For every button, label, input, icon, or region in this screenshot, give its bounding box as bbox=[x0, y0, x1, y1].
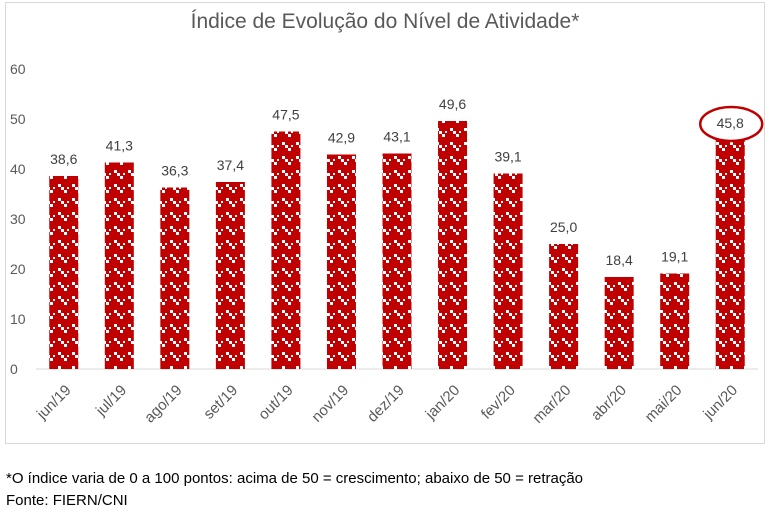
x-tick-label: mai/20 bbox=[642, 382, 686, 426]
y-tick-label: 40 bbox=[10, 161, 26, 177]
bar bbox=[271, 131, 301, 369]
bar bbox=[549, 244, 579, 369]
data-label: 39,1 bbox=[494, 149, 521, 165]
x-tick-label: nov/19 bbox=[308, 382, 352, 426]
data-label: 49,6 bbox=[439, 96, 466, 112]
highlight-circle bbox=[698, 105, 764, 143]
footnote: *O índice varia de 0 a 100 pontos: acima… bbox=[6, 470, 584, 487]
bar bbox=[604, 277, 634, 369]
x-tick-label: mar/20 bbox=[529, 382, 574, 427]
data-label: 25,0 bbox=[550, 219, 577, 235]
bar-chart: 0 10 20 30 40 50 60 jun/19 jul/19 ago/19 set/19 out… bbox=[10, 61, 764, 427]
x-tick-label: jul/19 bbox=[92, 382, 130, 420]
x-tick-label: jun/20 bbox=[699, 382, 741, 424]
bar bbox=[660, 273, 690, 369]
y-tick-label: 10 bbox=[10, 311, 26, 327]
bar bbox=[215, 182, 245, 369]
y-tick-label: 50 bbox=[10, 111, 26, 127]
y-tick-label: 60 bbox=[10, 61, 26, 77]
x-tick-label: out/19 bbox=[255, 382, 297, 424]
x-tick-label: jan/20 bbox=[422, 382, 464, 424]
data-label: 37,4 bbox=[217, 157, 244, 173]
bar bbox=[160, 187, 190, 369]
data-label: 42,9 bbox=[328, 130, 355, 146]
bar bbox=[715, 140, 745, 369]
data-label: 18,4 bbox=[606, 252, 633, 268]
data-label: 38,6 bbox=[50, 151, 77, 167]
bar bbox=[382, 153, 412, 369]
bar bbox=[104, 162, 134, 369]
data-label: 45,8 bbox=[717, 115, 744, 131]
y-tick-label: 20 bbox=[10, 261, 26, 277]
y-tick-label: 30 bbox=[10, 211, 26, 227]
x-tick-label: fev/20 bbox=[478, 382, 519, 423]
data-label: 36,3 bbox=[161, 163, 188, 179]
x-tick-label: abr/20 bbox=[588, 382, 630, 424]
data-label: 19,1 bbox=[661, 249, 688, 265]
bar bbox=[438, 121, 468, 369]
data-label: 41,3 bbox=[106, 138, 133, 154]
data-label: 47,5 bbox=[272, 107, 299, 123]
data-label: 43,1 bbox=[383, 129, 410, 145]
chart-title: Índice de Evolução do Nível de Atividade… bbox=[190, 10, 580, 33]
x-tick-label: ago/19 bbox=[141, 382, 185, 426]
source-note: Fonte: FIERN/CNI bbox=[6, 492, 128, 509]
x-tick-label: dez/19 bbox=[364, 382, 408, 426]
x-tick-label: jun/19 bbox=[33, 382, 75, 424]
bar bbox=[493, 173, 523, 369]
x-tick-label: set/19 bbox=[200, 382, 241, 423]
bar bbox=[49, 176, 79, 369]
y-tick-label: 0 bbox=[10, 361, 18, 377]
bar bbox=[326, 154, 356, 369]
